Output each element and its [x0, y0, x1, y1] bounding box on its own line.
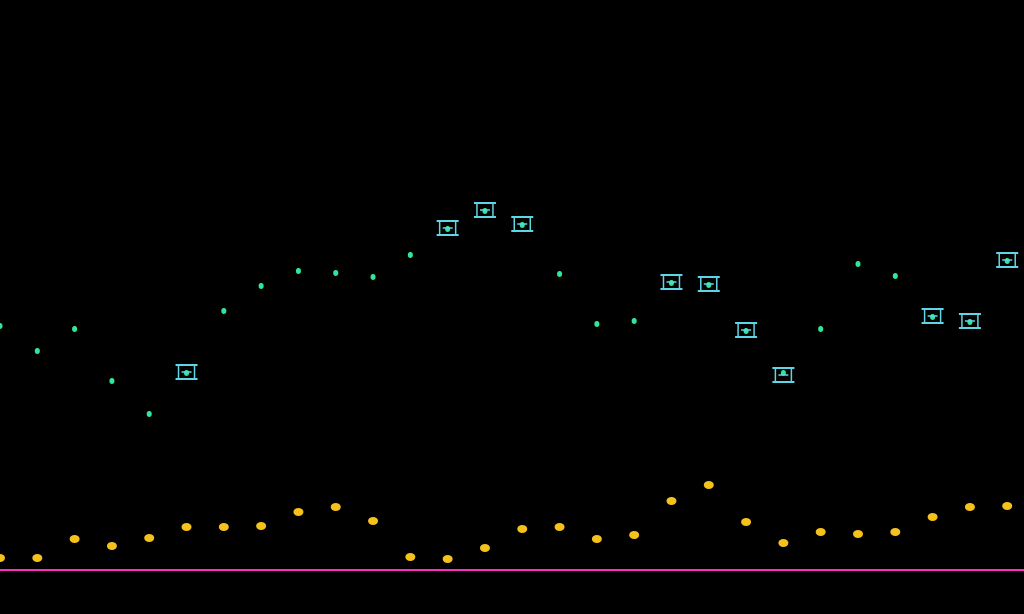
yellow-dot — [629, 531, 640, 539]
column-tip — [631, 318, 637, 324]
column-tip — [221, 308, 227, 314]
yellow-dot — [368, 517, 379, 525]
yellow-dot — [666, 497, 677, 505]
yellow-dot — [517, 525, 528, 533]
yellow-dot — [405, 553, 416, 561]
yellow-dot — [256, 522, 267, 530]
yellow-dot — [106, 542, 117, 550]
cap-bracket — [697, 276, 720, 292]
cap-bracket — [436, 220, 459, 236]
yellow-dot — [479, 544, 490, 552]
yellow-dot — [591, 535, 602, 543]
yellow-dot — [927, 513, 938, 521]
yellow-dot — [181, 523, 192, 531]
cap-bracket — [473, 202, 496, 218]
column-tip — [930, 314, 936, 320]
yellow-dot — [703, 481, 714, 489]
cap-bracket — [175, 364, 198, 380]
column-tip — [1004, 258, 1010, 264]
column-tip — [258, 283, 264, 289]
column-tip — [743, 328, 749, 334]
yellow-dot — [890, 528, 901, 536]
cap-bracket — [958, 313, 981, 329]
column-tip — [407, 252, 413, 258]
column-tip — [333, 270, 339, 276]
column-tip — [892, 273, 898, 279]
yellow-dot — [218, 523, 229, 531]
column-tip — [706, 282, 712, 288]
yellow-dot — [144, 534, 155, 542]
column-tip — [146, 411, 152, 417]
column-tip — [855, 261, 861, 267]
column-tip — [594, 321, 600, 327]
yellow-dot — [852, 530, 863, 538]
column-tip — [295, 268, 301, 274]
column-tip — [445, 226, 451, 232]
yellow-dot — [442, 555, 453, 563]
column-tip — [109, 378, 115, 384]
column-tip — [482, 208, 488, 214]
column-tip — [519, 222, 525, 228]
yellow-dot — [741, 518, 752, 526]
column-tip — [72, 326, 78, 332]
yellow-dot — [0, 554, 5, 562]
column-tip — [370, 274, 376, 280]
yellow-dot — [293, 508, 304, 516]
cap-bracket — [921, 308, 944, 324]
yellow-dot — [69, 535, 80, 543]
cap-bracket — [660, 274, 683, 290]
column-tip — [184, 370, 190, 376]
yellow-dot — [778, 539, 789, 547]
column-tip — [34, 348, 40, 354]
yellow-dot — [815, 528, 826, 536]
column-tip — [668, 280, 674, 286]
yellow-dot — [964, 503, 975, 511]
yellow-dot — [32, 554, 43, 562]
yellow-dot — [330, 503, 341, 511]
cap-bracket — [511, 216, 534, 232]
yellow-dot — [554, 523, 565, 531]
cap-bracket — [996, 252, 1019, 268]
column-tip — [967, 319, 973, 325]
yellow-dot — [1002, 502, 1013, 510]
cap-bracket — [735, 322, 758, 338]
column-tip — [0, 323, 3, 329]
cap-bracket — [772, 367, 795, 383]
column-tip — [557, 271, 563, 277]
column-tip — [818, 326, 824, 332]
